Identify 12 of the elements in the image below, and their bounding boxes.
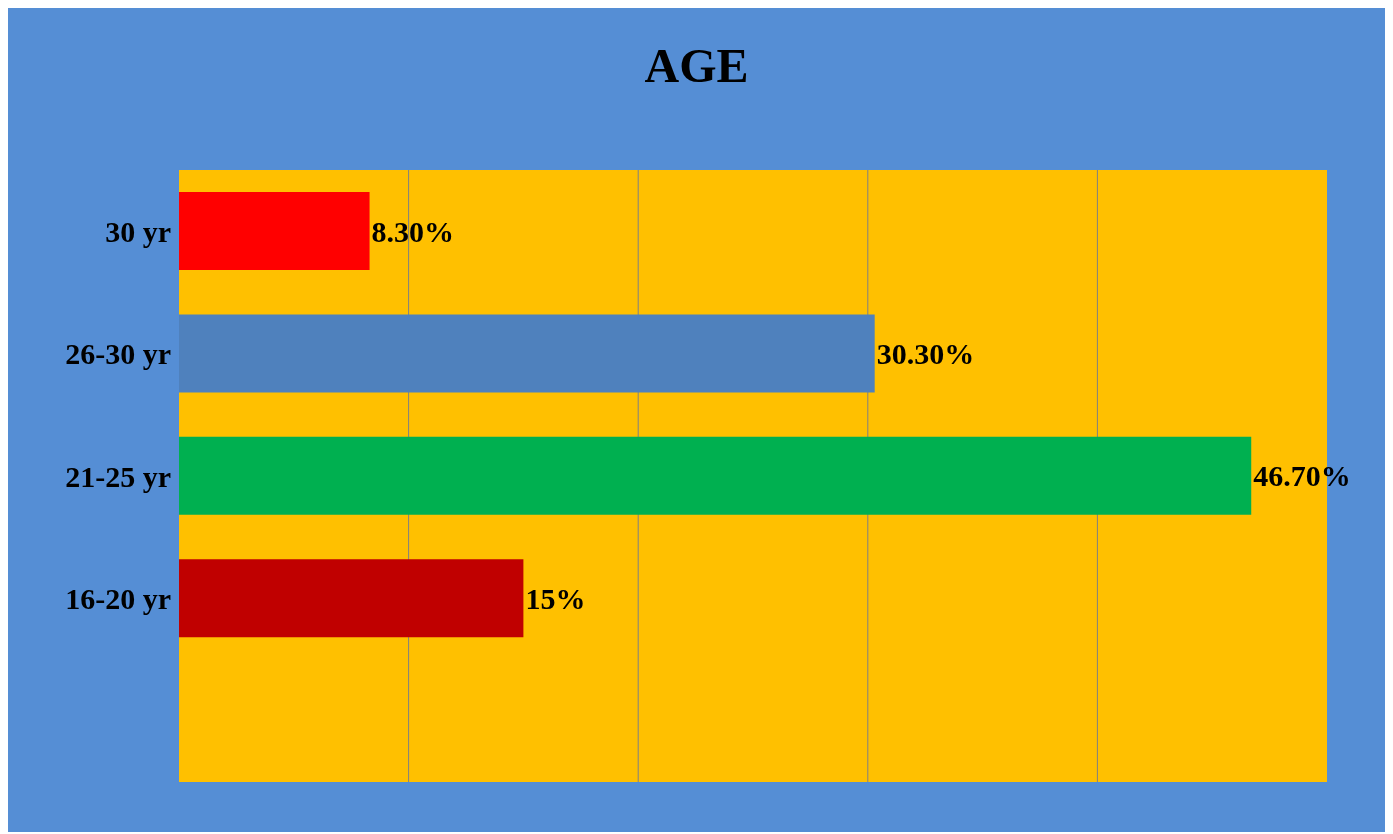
data-label: 8.30% (371, 214, 455, 248)
data-label: 15% (525, 581, 586, 615)
bar (179, 314, 875, 393)
data-label: 30.30% (876, 337, 975, 371)
y-tick-label: 26-30 yr (65, 337, 171, 371)
y-tick-label: 16-20 yr (65, 582, 171, 616)
bar (179, 192, 370, 271)
bar (179, 436, 1252, 515)
y-tick-label: 21-25 yr (65, 459, 171, 493)
y-tick-label: 30 yr (105, 214, 171, 248)
bar (179, 559, 524, 638)
chart-title: AGE (643, 38, 750, 93)
